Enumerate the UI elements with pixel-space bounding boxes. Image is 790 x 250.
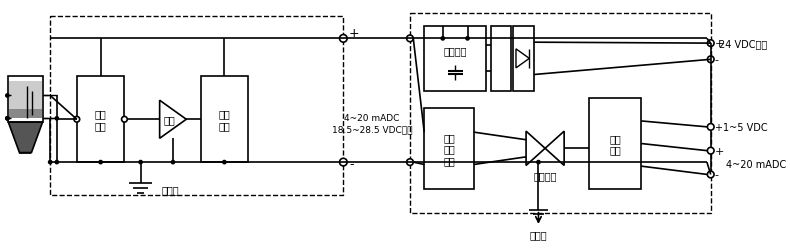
Text: 4~20 mADC: 4~20 mADC xyxy=(726,159,786,169)
Text: 信号地: 信号地 xyxy=(161,184,179,194)
Bar xyxy=(201,77,248,162)
Bar xyxy=(410,14,711,213)
Circle shape xyxy=(98,160,103,165)
Circle shape xyxy=(5,94,9,98)
Bar xyxy=(77,77,124,162)
Text: 4~20 mADC: 4~20 mADC xyxy=(344,114,400,122)
Circle shape xyxy=(707,124,714,131)
Text: -: - xyxy=(349,158,354,171)
Bar xyxy=(424,108,474,189)
Text: 测量
电路: 测量 电路 xyxy=(95,109,107,130)
Circle shape xyxy=(407,36,413,43)
Text: -: - xyxy=(714,170,719,180)
Bar xyxy=(9,77,43,123)
Circle shape xyxy=(340,159,347,166)
Bar xyxy=(51,18,344,196)
Circle shape xyxy=(222,160,227,165)
Bar xyxy=(514,27,534,91)
Circle shape xyxy=(5,116,9,121)
Bar xyxy=(9,109,42,119)
Circle shape xyxy=(122,117,127,123)
Circle shape xyxy=(707,172,714,178)
Text: 测量地: 测量地 xyxy=(529,230,547,239)
Text: +: + xyxy=(714,146,724,156)
Text: 放大: 放大 xyxy=(164,115,175,125)
Circle shape xyxy=(407,159,413,166)
Bar xyxy=(424,27,486,91)
Circle shape xyxy=(55,160,59,165)
Circle shape xyxy=(48,160,53,165)
Text: 输出
电路: 输出 电路 xyxy=(609,133,621,155)
Circle shape xyxy=(138,160,143,165)
Bar xyxy=(491,27,511,91)
Circle shape xyxy=(74,117,80,123)
Text: 18.5~28.5 VDC配电: 18.5~28.5 VDC配电 xyxy=(332,125,412,134)
Circle shape xyxy=(465,37,470,42)
Text: 输出
电路: 输出 电路 xyxy=(219,109,230,130)
Polygon shape xyxy=(9,123,43,153)
Circle shape xyxy=(171,160,175,165)
Circle shape xyxy=(55,116,59,121)
Text: 24 VDC电源: 24 VDC电源 xyxy=(719,39,768,49)
Text: 隔离放大: 隔离放大 xyxy=(533,170,557,180)
Circle shape xyxy=(340,36,347,43)
Circle shape xyxy=(536,160,541,165)
Text: 信号
检测
配电: 信号 检测 配电 xyxy=(443,132,455,165)
Text: +: + xyxy=(349,27,359,40)
Circle shape xyxy=(440,37,446,42)
Bar xyxy=(9,82,42,113)
Text: +: + xyxy=(714,39,724,49)
Bar xyxy=(589,99,641,189)
Circle shape xyxy=(707,41,714,47)
Text: 隔离电源: 隔离电源 xyxy=(443,46,467,56)
Text: -: - xyxy=(714,55,719,65)
Text: +1~5 VDC: +1~5 VDC xyxy=(714,122,767,132)
Circle shape xyxy=(707,57,714,64)
Circle shape xyxy=(5,116,9,121)
Circle shape xyxy=(707,148,714,154)
